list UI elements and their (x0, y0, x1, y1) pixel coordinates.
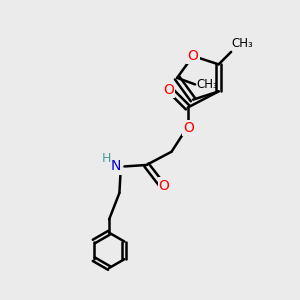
Text: O: O (163, 83, 174, 97)
Text: O: O (183, 121, 194, 135)
Text: N: N (110, 159, 121, 173)
Text: O: O (159, 178, 170, 193)
Text: CH₃: CH₃ (232, 38, 253, 50)
Text: CH₃: CH₃ (196, 78, 218, 91)
Text: O: O (188, 49, 198, 63)
Text: H: H (101, 152, 111, 165)
